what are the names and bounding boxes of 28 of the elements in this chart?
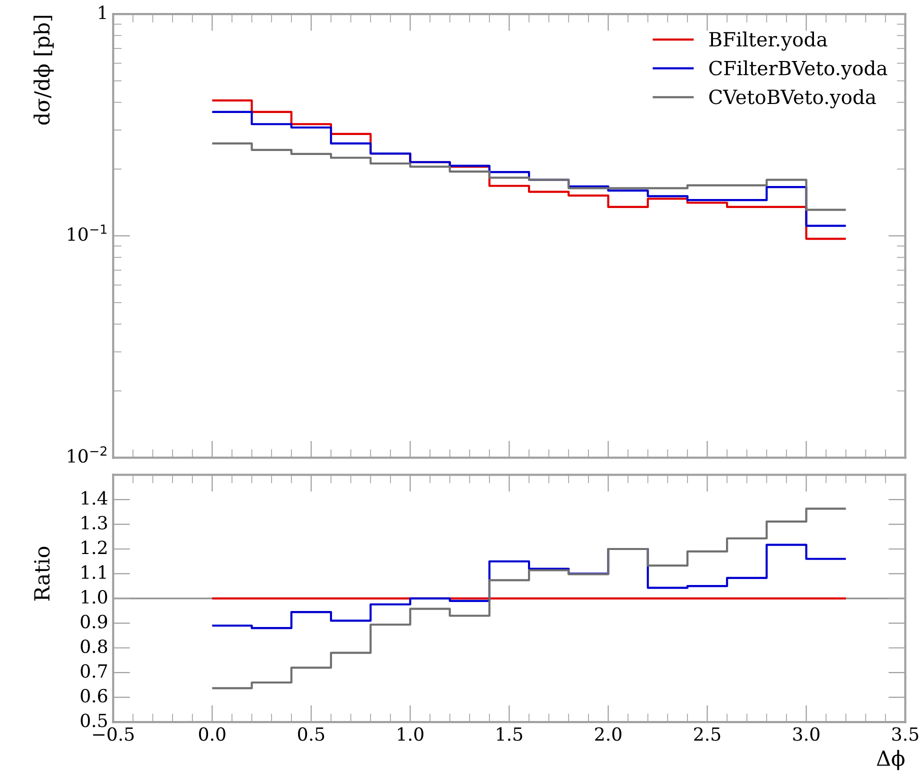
x-tick-label: 0.5	[298, 727, 324, 741]
y-tick-label: 0.6	[80, 688, 108, 703]
y-axis-title: Ratio	[34, 546, 50, 601]
x-tick-label: 3.0	[793, 727, 820, 741]
x-tick-label: 1.5	[497, 727, 522, 741]
y-tick-label: 0.5	[80, 714, 107, 728]
y-tick-label: 1.4	[82, 491, 108, 505]
y-tick-label: 10$^{−1}$	[68, 224, 106, 241]
x-tick-label: 2.5	[694, 727, 720, 741]
y-tick-label: 1.0	[82, 590, 108, 604]
y-tick-label: 1.1	[82, 565, 106, 579]
x-tick-label: 1.0	[398, 727, 424, 741]
legend-label: CVetoBVeto.yoda	[709, 89, 876, 108]
y-tick-label: 10$^{−2}$	[68, 446, 106, 463]
legend-label: CFilterBVeto.yoda	[709, 60, 888, 80]
y-tick-label: 0.8	[80, 639, 108, 654]
y-tick-label: 1.3	[82, 516, 107, 530]
x-tick-label: 2.0	[595, 727, 622, 741]
x-tick-label: −0.5	[93, 727, 134, 741]
y-tick-label: 1	[99, 6, 106, 20]
x-tick-label: 0.0	[199, 727, 226, 741]
x-axis-title: Δϕ	[876, 750, 904, 770]
y-tick-label: 1.2	[82, 540, 107, 554]
y-axis-title: dσ/dϕ [pb]	[34, 16, 54, 125]
y-tick-label: 0.9	[80, 614, 108, 628]
legend-label: BFilter.yoda	[709, 32, 828, 51]
x-tick-label: 3.5	[892, 727, 918, 741]
y-tick-label: 0.7	[80, 664, 107, 678]
